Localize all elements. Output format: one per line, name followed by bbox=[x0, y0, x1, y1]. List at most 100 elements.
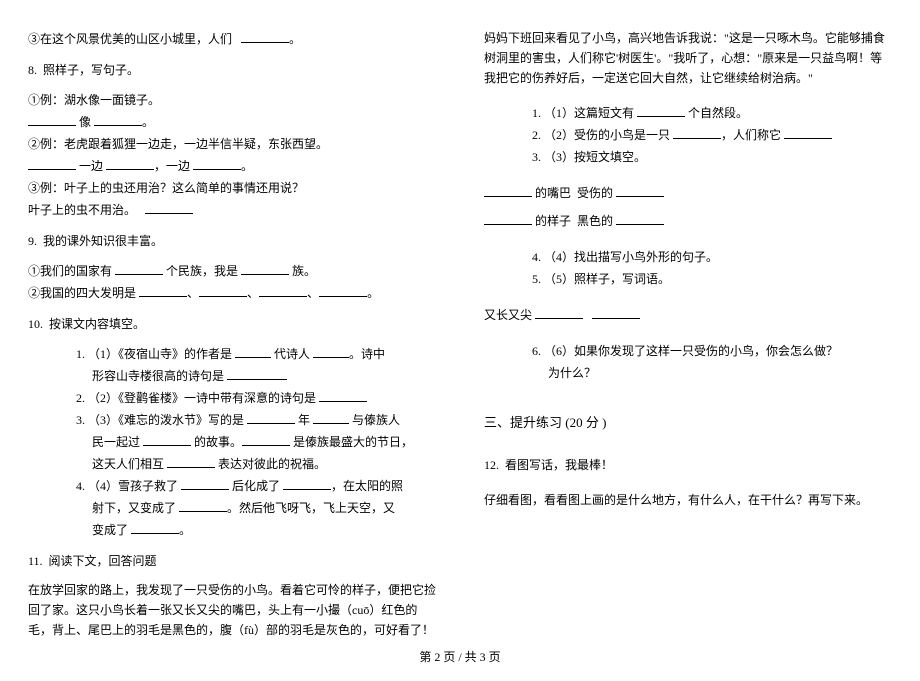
blank bbox=[235, 344, 271, 358]
page-footer: 第 2 页 / 共 3 页 bbox=[0, 640, 920, 665]
text: 年 bbox=[295, 413, 313, 427]
blank bbox=[193, 156, 241, 170]
num: 4. bbox=[532, 250, 544, 264]
blank bbox=[106, 156, 154, 170]
q8-1a: ①例：湖水像一面镜子。 bbox=[28, 89, 436, 111]
blank bbox=[484, 183, 532, 197]
text: 与傣族人 bbox=[349, 413, 400, 427]
num: 3. bbox=[76, 413, 88, 427]
blank bbox=[28, 156, 76, 170]
num: 1. bbox=[532, 106, 544, 120]
q10-1: 1. （1）《夜宿山寺》的作者是 代诗人 。诗中 bbox=[28, 343, 436, 365]
blank bbox=[241, 261, 289, 275]
text: 个自然段。 bbox=[685, 106, 748, 120]
text: 民一起过 bbox=[92, 435, 143, 449]
q12-head: 12. 看图写话，我最棒！ bbox=[484, 454, 892, 476]
text: 形容山寺楼很高的诗句是 bbox=[92, 369, 227, 383]
q10-1b: 形容山寺楼很高的诗句是 bbox=[28, 365, 436, 387]
num: 6. bbox=[532, 344, 544, 358]
q11-p1: 在放学回家的路上，我发现了一只受伤的小鸟。看着它可怜的样子，便把它捡回了家。这只… bbox=[28, 580, 436, 640]
text: 后化成了 bbox=[229, 479, 283, 493]
text: 叶子上的虫不用治。 bbox=[28, 203, 145, 217]
blank bbox=[242, 432, 290, 446]
q11-head: 11. 阅读下文，回答问题 bbox=[28, 550, 436, 572]
blank bbox=[241, 29, 289, 43]
num: 2. bbox=[532, 128, 544, 142]
text: 。然后他飞呀飞，飞上天空，又 bbox=[227, 501, 395, 515]
q10-4c: 变成了 。 bbox=[28, 519, 436, 541]
r6: 6. （6）如果你发现了这样一只受伤的小鸟，你会怎么做？ bbox=[484, 340, 892, 362]
r3: 3. （3）按短文填空。 bbox=[484, 146, 892, 168]
text: （4）找出描写小鸟外形的句子。 bbox=[544, 250, 718, 264]
q8-3b: 叶子上的虫不用治。 bbox=[28, 199, 436, 221]
blank bbox=[259, 283, 307, 297]
q7-item3-text: ③在这个风景优美的山区小城里，人们 bbox=[28, 32, 241, 46]
text: 。 bbox=[179, 523, 191, 537]
text: ①我们的国家有 bbox=[28, 264, 115, 278]
q9-2: ②我国的四大发明是 、、、。 bbox=[28, 282, 436, 304]
text: 。诗中 bbox=[349, 347, 385, 361]
q11-p2: 妈妈下班回来看见了小鸟，高兴地告诉我说："这是一只啄木鸟。它能够捕食树洞里的害虫… bbox=[484, 28, 892, 88]
right-column: 妈妈下班回来看见了小鸟，高兴地告诉我说："这是一只啄木鸟。它能够捕食树洞里的害虫… bbox=[484, 28, 892, 640]
q10-head: 10. 按课文内容填空。 bbox=[28, 313, 436, 335]
q10-4: 4. （4）雪孩子救了 后化成了 ，在太阳的照 bbox=[28, 475, 436, 497]
q9-1: ①我们的国家有 个民族，我是 族。 bbox=[28, 260, 436, 282]
text: ，人们称它 bbox=[721, 128, 784, 142]
q10-2: 2. （2）《登鹳雀楼》一诗中带有深意的诗句是 bbox=[28, 387, 436, 409]
text: 、 bbox=[307, 286, 319, 300]
text: 像 bbox=[76, 115, 94, 129]
blank bbox=[592, 305, 640, 319]
text: 族。 bbox=[289, 264, 316, 278]
text: 代诗人 bbox=[271, 347, 313, 361]
q7-item3: ③在这个风景优美的山区小城里，人们 。 bbox=[28, 28, 436, 50]
text: （4）雪孩子救了 bbox=[88, 479, 181, 493]
blank bbox=[247, 410, 295, 424]
r-fill2: 的样子 黑色的 bbox=[484, 210, 892, 232]
blank bbox=[167, 454, 215, 468]
text: 这天人们相互 bbox=[92, 457, 167, 471]
blank bbox=[319, 388, 367, 402]
blank bbox=[145, 200, 193, 214]
text: 一边 bbox=[76, 159, 106, 173]
r5: 5. （5）照样子，写词语。 bbox=[484, 268, 892, 290]
r4: 4. （4）找出描写小鸟外形的句子。 bbox=[484, 246, 892, 268]
footer-page: 第 2 页 bbox=[419, 650, 455, 664]
blank bbox=[319, 283, 367, 297]
q8-head: 8. 照样子，写句子。 bbox=[28, 59, 436, 81]
blank bbox=[313, 410, 349, 424]
text: 射下，又变成了 bbox=[92, 501, 179, 515]
text: （1）这篇短文有 bbox=[544, 106, 637, 120]
text: 的嘴巴 受伤的 bbox=[532, 186, 616, 200]
blank bbox=[673, 125, 721, 139]
blank bbox=[484, 211, 532, 225]
num: 4. bbox=[76, 479, 88, 493]
q8-3a: ③例：叶子上的虫还用治？这么简单的事情还用说？ bbox=[28, 177, 436, 199]
left-column: ③在这个风景优美的山区小城里，人们 。 8. 照样子，写句子。 ①例：湖水像一面… bbox=[28, 28, 436, 640]
r5-example: 又长又尖 bbox=[484, 304, 892, 326]
blank bbox=[94, 112, 142, 126]
text: 、 bbox=[187, 286, 199, 300]
blank bbox=[131, 520, 179, 534]
blank bbox=[313, 344, 349, 358]
text: ②我国的四大发明是 bbox=[28, 286, 139, 300]
text: 、 bbox=[247, 286, 259, 300]
q8-2b: 一边 ，一边 。 bbox=[28, 155, 436, 177]
text: （1）《夜宿山寺》的作者是 bbox=[88, 347, 235, 361]
text: （3）按短文填空。 bbox=[544, 150, 646, 164]
text: 的样子 黑色的 bbox=[532, 214, 616, 228]
num: 1. bbox=[76, 347, 88, 361]
blank bbox=[199, 283, 247, 297]
text: （3）《难忘的泼水节》写的是 bbox=[88, 413, 247, 427]
blank bbox=[139, 283, 187, 297]
blank bbox=[143, 432, 191, 446]
blank bbox=[784, 125, 832, 139]
q10-3: 3. （3）《难忘的泼水节》写的是 年 与傣族人 bbox=[28, 409, 436, 431]
text: 表达对彼此的祝福。 bbox=[215, 457, 326, 471]
num: 5. bbox=[532, 272, 544, 286]
text: 是傣族最盛大的节日， bbox=[290, 435, 413, 449]
section-3-title: 三、提升练习 (20 分 ) bbox=[484, 412, 892, 434]
q10-3b: 民一起过 的故事。 是傣族最盛大的节日， bbox=[28, 431, 436, 453]
text: （5）照样子，写词语。 bbox=[544, 272, 670, 286]
blank bbox=[637, 103, 685, 117]
blank bbox=[535, 305, 583, 319]
